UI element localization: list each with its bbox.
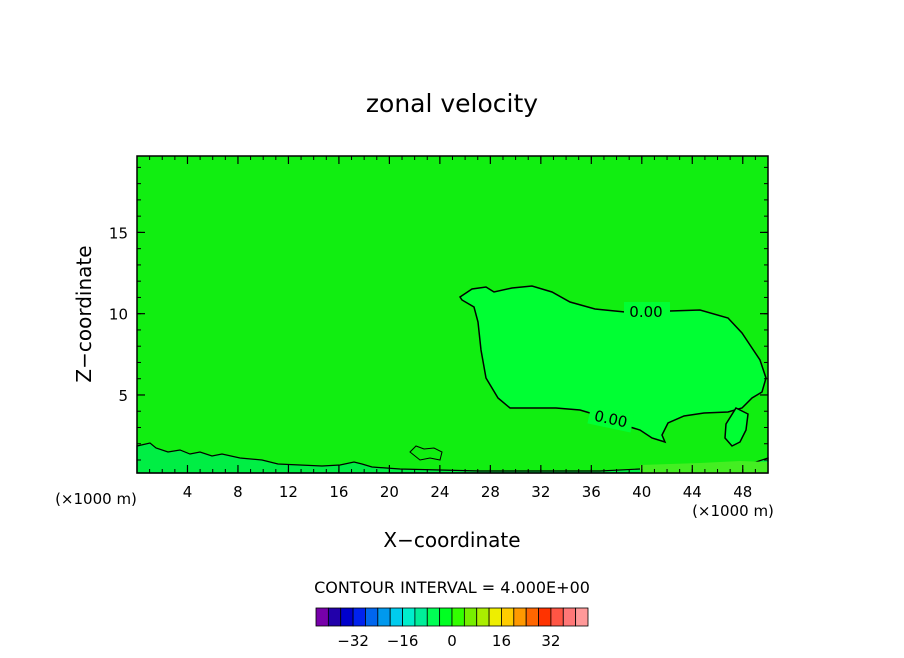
x-tick-label: 28 <box>481 483 500 501</box>
x-tick-label: 24 <box>430 483 449 501</box>
colorbar-swatch <box>327 607 342 627</box>
x-tick-label: 48 <box>733 483 752 501</box>
x-axis-ticks: 4 8 12 16 20 24 28 32 36 40 44 48 <box>183 156 752 501</box>
contour-label-upper: 0.00 <box>629 303 662 321</box>
y-tick-label: 15 <box>109 224 128 242</box>
x-unit-left: (×1000 m) <box>55 490 137 508</box>
colorbar-swatch <box>389 607 403 627</box>
contour-interval-text: CONTOUR INTERVAL = 4.000E+00 <box>314 578 590 597</box>
colorbar-tick-label: 0 <box>447 632 457 650</box>
colorbar-swatch <box>463 607 478 627</box>
colorbar-tick-label: 32 <box>541 632 560 650</box>
colorbar-swatch <box>340 607 354 627</box>
colorbar-swatch <box>575 607 589 627</box>
x-tick-label: 40 <box>632 483 651 501</box>
x-tick-label: 4 <box>183 483 193 501</box>
x-unit-right: (×1000 m) <box>692 502 774 520</box>
y-axis-ticks: 5 10 15 <box>109 224 768 405</box>
colorbar-tick-labels: −32 −16 0 16 32 <box>337 632 560 650</box>
colorbar-swatch <box>426 607 441 627</box>
colorbar-swatch <box>476 607 490 627</box>
colorbar-swatch <box>365 607 379 627</box>
colorbar-swatch <box>525 607 539 627</box>
colorbar-swatch <box>562 607 577 627</box>
colorbar-swatch <box>352 607 366 627</box>
region-small-pocket <box>724 407 749 447</box>
colorbar-swatch <box>550 607 564 627</box>
colorbar-tick-label: −16 <box>387 632 419 650</box>
colorbar-tick-label: −32 <box>337 632 369 650</box>
y-tick-label: 10 <box>109 306 128 324</box>
colorbar-swatch <box>513 607 527 627</box>
colorbar-swatch <box>501 607 515 627</box>
colorbar-swatch <box>488 607 502 627</box>
x-tick-label: 12 <box>279 483 298 501</box>
region-near-zero-velocity <box>458 285 767 444</box>
region-bottom-band-light <box>640 461 768 473</box>
x-tick-label: 16 <box>329 483 348 501</box>
x-tick-label: 32 <box>531 483 550 501</box>
colorbar-swatch <box>451 607 465 627</box>
colorbar-swatch <box>414 607 428 627</box>
colorbar-swatch <box>538 607 552 627</box>
contour-label-bg-1 <box>624 302 670 320</box>
x-tick-label: 44 <box>683 483 702 501</box>
colorbar <box>315 607 589 627</box>
contour-small-blob <box>409 445 443 461</box>
contour-label-bg-2 <box>587 405 635 433</box>
x-tick-label: 36 <box>582 483 601 501</box>
colorbar-swatch <box>315 607 329 627</box>
x-axis-label: X−coordinate <box>383 528 520 552</box>
colorbar-swatch <box>439 607 453 627</box>
x-tick-label: 20 <box>380 483 399 501</box>
colorbar-swatch <box>402 607 416 627</box>
colorbar-swatch <box>377 607 391 627</box>
y-axis-label: Z−coordinate <box>72 245 96 382</box>
y-tick-label: 5 <box>118 387 128 405</box>
chart-title: zonal velocity <box>366 89 538 118</box>
x-tick-label: 8 <box>233 483 243 501</box>
colorbar-tick-label: 16 <box>492 632 511 650</box>
